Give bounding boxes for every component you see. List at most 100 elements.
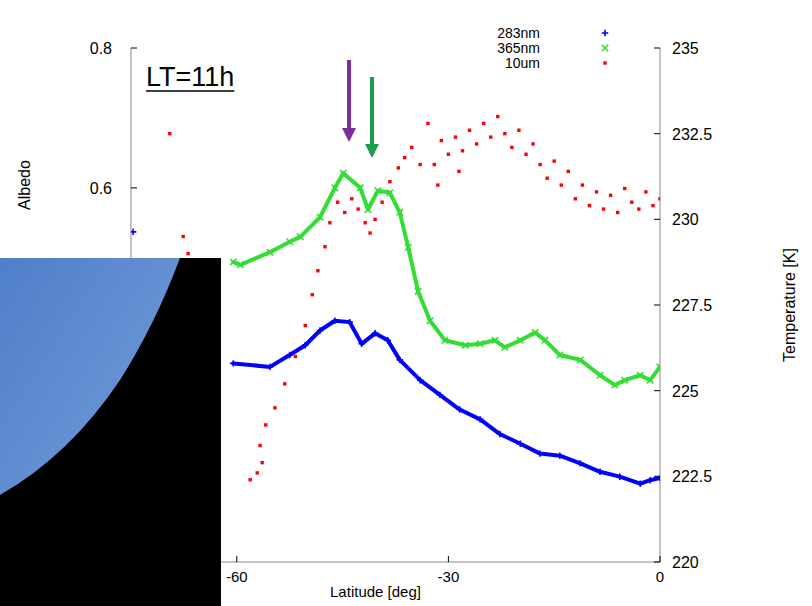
data-point: [542, 337, 548, 343]
photo-inset: [0, 258, 221, 606]
data-point: [332, 185, 338, 191]
data-point: [602, 207, 605, 210]
data-point: [260, 461, 263, 464]
y-tick-label: 0.8: [90, 40, 112, 57]
data-point: [405, 244, 411, 250]
data-point: [647, 377, 653, 383]
data-point: [644, 190, 647, 193]
data-point: [447, 153, 450, 156]
arrow-shaft: [370, 77, 374, 146]
data-point: [482, 122, 485, 125]
data-point: [462, 342, 468, 348]
data-point: [545, 177, 548, 180]
data-point: [477, 341, 483, 347]
data-point: [616, 211, 619, 214]
data-point: [617, 473, 623, 479]
data-point: [503, 132, 506, 135]
data-point: [273, 406, 276, 409]
y2-tick-label: 235: [672, 40, 699, 57]
data-point: [442, 337, 448, 343]
y2-axis-title: Temperature [K]: [781, 248, 798, 362]
data-point: [517, 441, 523, 447]
y2-tick: [654, 219, 660, 220]
data-point: [637, 207, 640, 210]
data-point: [492, 337, 498, 343]
data-point: [436, 183, 439, 186]
data-point: [267, 364, 273, 370]
data-point: [433, 163, 436, 166]
legend-label: 365nm: [497, 40, 540, 56]
data-point: [397, 166, 400, 169]
data-point: [131, 229, 136, 235]
data-point: [489, 135, 492, 138]
annotation: LT=11h: [146, 62, 234, 92]
data-point: [249, 478, 252, 481]
y-axis-title: Albedo: [16, 160, 33, 210]
data-point: [581, 183, 584, 186]
data-point: [397, 357, 403, 363]
data-point: [557, 453, 563, 459]
data-point: [380, 201, 383, 204]
chart: -60-3000.60.8220222.5225227.5230232.5235…: [0, 0, 812, 606]
data-point: [440, 139, 443, 142]
data-point: [328, 221, 331, 224]
x-tick: [236, 556, 237, 562]
series-line: [233, 173, 660, 385]
y2-tick: [654, 390, 660, 391]
data-point: [454, 135, 457, 138]
data-point: [560, 183, 563, 186]
data-point: [538, 163, 541, 166]
data-point: [230, 360, 236, 366]
data-point: [375, 187, 381, 193]
y2-tick: [654, 305, 660, 306]
series-line: [233, 321, 660, 484]
data-point: [317, 327, 323, 333]
y2-tick-label: 222.5: [672, 468, 712, 485]
data-point: [397, 209, 403, 215]
data-point: [517, 337, 523, 343]
data-point: [657, 364, 660, 370]
data-point: [350, 197, 353, 200]
data-point: [553, 159, 556, 162]
legend-label: 283nm: [497, 25, 540, 41]
data-point: [363, 221, 366, 224]
data-point: [497, 431, 503, 437]
data-point: [622, 377, 628, 383]
data-point: [658, 197, 660, 200]
x-tick: [660, 556, 661, 562]
data-point: [468, 129, 471, 132]
data-point: [567, 170, 570, 173]
data-point: [418, 163, 421, 166]
data-point: [264, 423, 267, 426]
data-point: [437, 392, 443, 398]
legend-marker: [602, 30, 608, 36]
data-point: [304, 324, 307, 327]
data-point: [323, 245, 326, 248]
y2-tick-label: 227.5: [672, 297, 712, 314]
data-point: [343, 211, 346, 214]
data-point: [237, 262, 243, 268]
data-point: [532, 329, 538, 335]
annotation-underline: [146, 90, 234, 92]
x-tick-label: -60: [226, 568, 248, 585]
y2-tick-label: 230: [672, 211, 699, 228]
data-point: [168, 132, 171, 135]
legend-label: 10um: [505, 55, 540, 71]
data-point: [267, 249, 273, 255]
data-point: [597, 372, 603, 378]
y2-tick-label: 220: [672, 554, 699, 571]
data-point: [357, 185, 363, 191]
arrow-head: [342, 128, 356, 142]
data-point: [385, 337, 391, 343]
data-point: [346, 319, 352, 325]
photo-disk: [0, 258, 221, 606]
data-point: [181, 235, 184, 238]
data-point: [457, 170, 460, 173]
data-point: [612, 382, 618, 388]
data-point: [356, 207, 359, 210]
data-point: [577, 357, 583, 363]
data-point: [647, 477, 653, 483]
x-tick-label: -30: [438, 568, 460, 585]
data-point: [388, 180, 391, 183]
data-point: [510, 146, 513, 149]
